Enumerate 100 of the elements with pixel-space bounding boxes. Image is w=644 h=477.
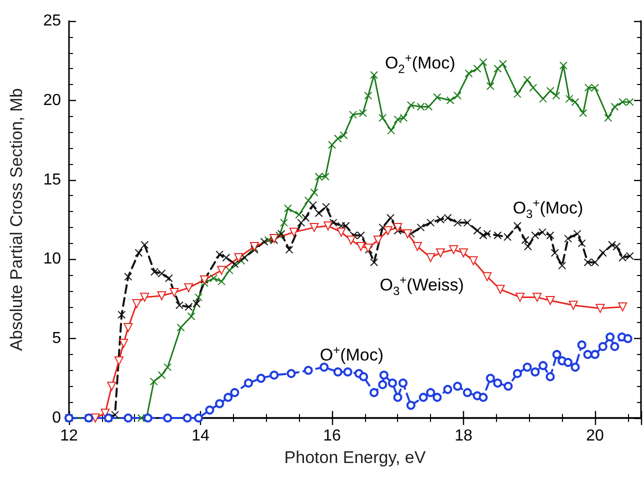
point bbox=[403, 229, 412, 238]
x-tick-label: 12 bbox=[60, 428, 78, 444]
point bbox=[205, 406, 214, 415]
point bbox=[478, 392, 488, 402]
point bbox=[546, 296, 555, 305]
point bbox=[343, 367, 352, 376]
point bbox=[398, 378, 408, 388]
point bbox=[346, 236, 356, 245]
point bbox=[184, 283, 194, 292]
point bbox=[606, 332, 615, 342]
point bbox=[577, 340, 586, 350]
point bbox=[590, 350, 600, 359]
point bbox=[217, 266, 226, 275]
point bbox=[378, 380, 388, 390]
y-tick-label: 10 bbox=[43, 250, 62, 268]
point bbox=[336, 228, 346, 237]
point bbox=[493, 378, 502, 388]
annotation: O+(Moc) bbox=[320, 342, 384, 364]
point bbox=[244, 378, 253, 388]
point bbox=[234, 253, 244, 262]
x-tick-label: 14 bbox=[192, 428, 210, 444]
x-axis-title: Photon Energy, eV bbox=[284, 448, 426, 467]
point bbox=[230, 388, 240, 398]
point bbox=[119, 338, 128, 348]
point bbox=[522, 362, 532, 372]
point bbox=[453, 382, 462, 391]
point bbox=[564, 358, 573, 367]
point bbox=[546, 372, 555, 382]
x-tick-label: 16 bbox=[323, 428, 341, 444]
point bbox=[458, 248, 468, 258]
point bbox=[215, 399, 224, 408]
point bbox=[432, 392, 442, 402]
point bbox=[436, 248, 445, 258]
point bbox=[333, 367, 342, 376]
point bbox=[468, 256, 478, 266]
point bbox=[194, 414, 204, 422]
point bbox=[310, 222, 319, 232]
point bbox=[538, 361, 548, 370]
point bbox=[486, 374, 495, 383]
x-tick-label: 18 bbox=[454, 428, 472, 444]
point bbox=[359, 372, 368, 382]
point bbox=[496, 284, 505, 294]
point bbox=[530, 367, 540, 376]
point bbox=[107, 382, 116, 391]
point bbox=[379, 370, 388, 380]
point bbox=[256, 374, 266, 383]
point bbox=[570, 362, 580, 372]
point bbox=[482, 272, 492, 282]
point bbox=[443, 384, 452, 394]
point bbox=[568, 300, 578, 310]
point bbox=[598, 342, 608, 352]
point bbox=[618, 302, 628, 312]
point bbox=[583, 350, 592, 359]
point bbox=[406, 400, 416, 410]
point bbox=[224, 392, 233, 402]
point bbox=[393, 392, 402, 402]
point bbox=[182, 414, 192, 422]
point bbox=[426, 253, 436, 262]
y-tick-label: 20 bbox=[43, 92, 62, 109]
point bbox=[90, 414, 100, 422]
point bbox=[250, 242, 259, 251]
y-tick-label: 0 bbox=[52, 410, 62, 426]
point bbox=[412, 242, 422, 251]
point bbox=[623, 334, 632, 344]
point bbox=[374, 236, 383, 245]
point bbox=[462, 388, 472, 398]
point bbox=[596, 304, 605, 313]
point bbox=[418, 392, 428, 402]
y-axis-title: Absolute Partial Cross Section, Mb bbox=[7, 88, 26, 351]
point bbox=[320, 362, 329, 372]
point bbox=[170, 288, 179, 298]
x-tick-label: 20 bbox=[586, 428, 604, 444]
point bbox=[114, 356, 124, 366]
point bbox=[289, 228, 298, 237]
y-tick-label: 15 bbox=[43, 171, 62, 188]
point bbox=[324, 221, 333, 230]
point bbox=[532, 292, 542, 302]
y-tick-label: 5 bbox=[52, 330, 62, 348]
point bbox=[304, 366, 313, 375]
point bbox=[426, 388, 436, 398]
point bbox=[140, 292, 150, 302]
point bbox=[370, 388, 379, 398]
point bbox=[124, 322, 133, 332]
y-tick-label: 25 bbox=[43, 12, 62, 30]
point bbox=[286, 369, 296, 378]
point bbox=[270, 370, 279, 380]
point bbox=[163, 414, 172, 422]
point bbox=[100, 408, 110, 418]
point bbox=[356, 242, 366, 251]
point bbox=[383, 226, 392, 236]
point bbox=[449, 245, 458, 254]
point bbox=[157, 291, 166, 300]
point bbox=[516, 292, 525, 302]
point bbox=[610, 342, 620, 352]
point bbox=[124, 414, 133, 422]
point bbox=[552, 350, 562, 359]
point bbox=[132, 299, 142, 308]
point bbox=[388, 378, 397, 388]
point bbox=[393, 222, 402, 232]
point bbox=[512, 369, 522, 378]
